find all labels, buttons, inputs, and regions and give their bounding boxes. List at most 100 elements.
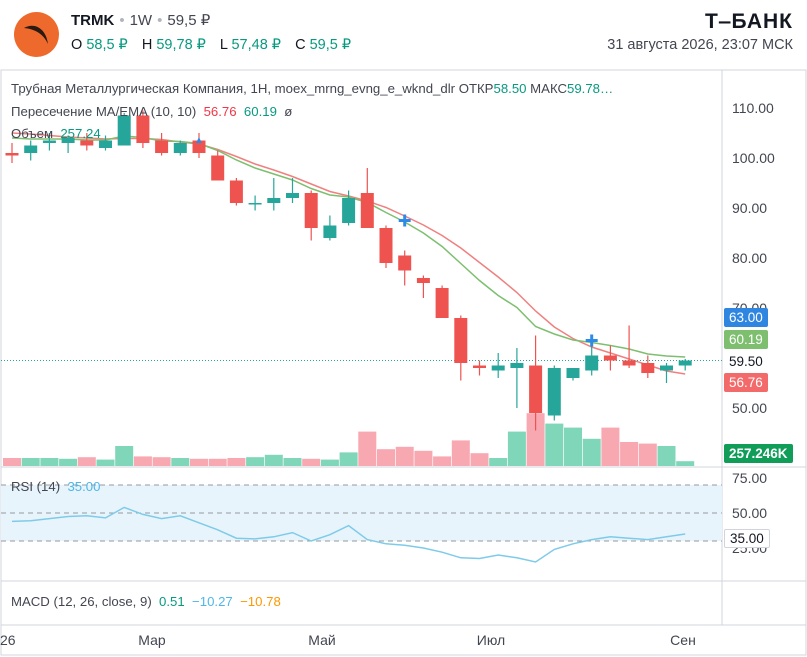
candle[interactable] [678,359,692,371]
candle-body [80,140,94,146]
legend-macd-row[interactable]: MACD (12, 26, close, 9) 0.51 −10.27 −10.… [11,594,281,609]
candle[interactable] [379,225,393,269]
volume-bar [470,453,489,466]
ema-value: 60.19 [243,104,277,119]
candle[interactable] [304,190,318,241]
timeframe[interactable]: 1W [129,12,153,29]
volume-bar [507,431,526,466]
small-marker-icon: ▲ [194,135,204,146]
rsi-value: 35.00 [67,479,101,494]
candle[interactable] [603,345,617,371]
candle[interactable] [61,135,75,154]
candle[interactable] [660,363,673,383]
candle[interactable] [173,140,187,156]
volume-bar [77,457,96,466]
legend-high-key: МАКС [530,81,568,96]
candle-body [304,193,318,228]
candle[interactable] [529,335,543,431]
candle[interactable] [566,368,580,381]
open-key: O [71,37,83,53]
candle-body [416,278,430,283]
candle[interactable] [136,110,150,149]
volume-indicator-name: Объем [11,126,54,141]
candle[interactable] [267,178,281,211]
volume-bar [133,456,152,466]
cross-marker-icon [398,214,411,227]
candle[interactable] [286,178,299,203]
candle-body [379,228,393,263]
candle-body [99,140,112,148]
time-tick-label: Май [308,632,335,648]
cross-value: ø [284,104,293,119]
candle[interactable] [510,348,524,408]
candle-body [248,203,262,205]
high-key: H [141,37,153,53]
candle[interactable] [211,150,225,181]
candle[interactable] [454,315,468,381]
datetime: 31 августа 2026, 23:07 МСК [607,37,793,53]
candle[interactable] [342,190,356,226]
candle-body [641,363,655,373]
candle[interactable] [398,250,412,286]
volume-bar [395,446,414,466]
candle[interactable] [323,215,337,241]
chart-svg[interactable]: ▲ 110.00100.0090.0080.0070.0050.0075.005… [0,69,807,657]
candle[interactable] [248,195,262,211]
volume-bar [264,454,283,466]
candle-body [286,193,299,198]
legend-ma-row[interactable]: Пересечение MA/EMA (10, 10) 56.76 60.19 … [11,104,292,119]
candle[interactable] [585,343,599,376]
candle[interactable] [491,353,505,378]
candle[interactable] [360,168,374,228]
ticker-symbol[interactable]: TRMK [71,12,115,29]
candle-body [117,115,131,146]
volume-value: 257.24 [60,126,101,141]
volume-bar [564,427,582,466]
volume-bar [302,458,321,466]
candle[interactable] [155,133,169,156]
legend-open-key: ОТКР [458,81,494,96]
volume-bar [676,461,695,466]
rsi-indicator-name: RSI (14) [11,479,61,494]
last-price-label: 59.50 [724,352,768,371]
swoosh-icon [24,25,48,44]
candle[interactable] [42,133,56,151]
volume-bar [208,458,227,466]
macd-signal-value: −10.27 [192,594,233,609]
candle[interactable] [24,140,38,161]
legend-high-value: 59.78… [567,81,614,96]
low-value: 57,48 ₽ [231,37,282,53]
candle[interactable] [117,113,131,146]
header: TRMK • 1W • 59,5 ₽ O 58,5 ₽ H 59,78 ₽ L 57,4… [0,0,807,68]
volume-bar [171,458,190,466]
legend-volume-row[interactable]: Объем 257.24 [11,126,101,141]
candle[interactable] [80,133,94,151]
volume-bar [21,458,40,466]
candle[interactable] [473,360,486,376]
candle[interactable] [622,325,636,369]
time-tick-label: Мар [138,632,166,648]
close-key: C [295,37,306,53]
candle-body [510,363,524,368]
volume-bar [489,458,508,466]
candle[interactable] [229,178,243,206]
candle[interactable] [416,275,430,299]
candle[interactable] [5,143,19,163]
candle[interactable] [435,285,449,319]
candle[interactable] [547,365,561,421]
candle[interactable] [192,133,206,158]
ma-indicator-name: Пересечение MA/EMA (10, 10) [11,104,197,119]
candle[interactable] [99,135,112,151]
candle-body [473,365,486,368]
legend-title: Трубная Металлургическая Компания, 1H, m… [11,81,456,96]
candle-body [678,360,692,366]
ma-value: 56.76 [203,104,237,119]
candle[interactable] [641,355,655,379]
separator-dot: • [157,12,163,29]
high-value: 59,78 ₽ [156,37,206,53]
legend-title-row: Трубная Металлургическая Компания, 1H, m… [11,81,613,96]
volume-bar [377,449,395,466]
volume-bar [451,440,470,466]
legend-rsi-row[interactable]: RSI (14) 35.00 [11,479,100,494]
cross-marker-icon [585,334,598,347]
